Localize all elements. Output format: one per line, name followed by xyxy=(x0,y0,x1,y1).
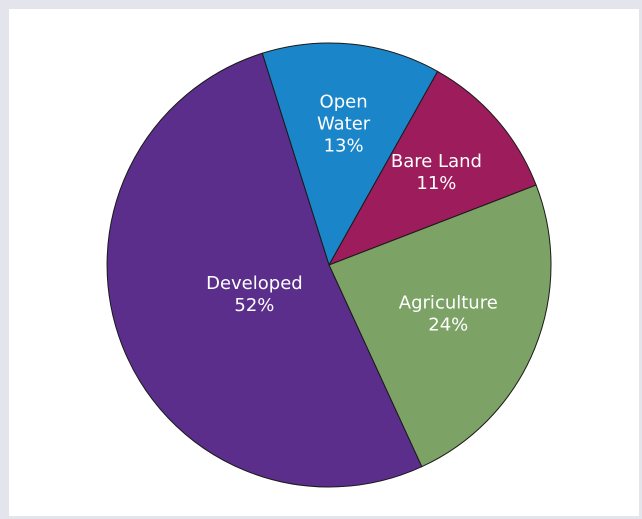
slice-category-label: Water xyxy=(317,114,371,135)
slice-percent-label: 11% xyxy=(416,173,456,194)
slice-category-label: Agriculture xyxy=(399,292,498,313)
slice-category-label: Developed xyxy=(206,273,303,294)
slice-percent-label: 13% xyxy=(324,136,364,157)
slice-category-label: Open xyxy=(320,92,368,113)
pie-slice xyxy=(261,42,439,267)
slice-percent-label: 52% xyxy=(234,295,274,316)
pie-slice xyxy=(328,184,552,468)
slice-percent-label: 24% xyxy=(428,314,468,335)
slice-category-label: Bare Land xyxy=(391,151,482,172)
pie-slice xyxy=(106,52,423,488)
pie-slice xyxy=(327,70,537,266)
chart-panel: Open Water 13% Bare Land 11% Agriculture 24% De… xyxy=(9,9,639,516)
